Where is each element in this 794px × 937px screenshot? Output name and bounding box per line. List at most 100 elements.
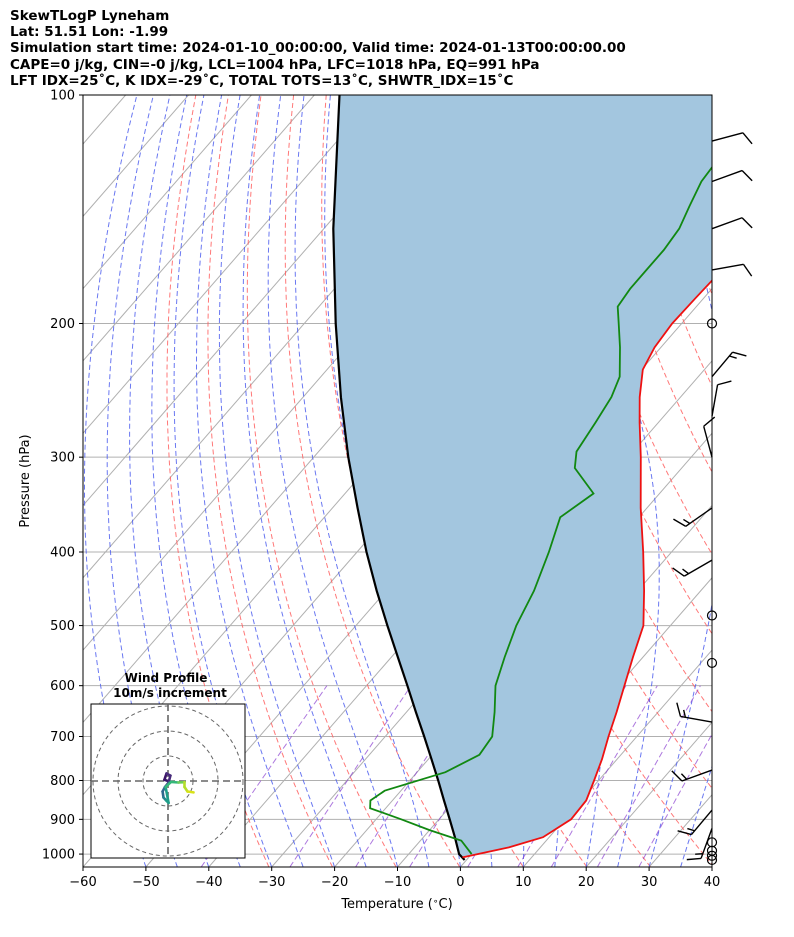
chart-header: SkewTLogP Lyneham Lat: 51.51 Lon: -1.99 … (10, 8, 626, 89)
dry-adiabat (246, 95, 397, 867)
isotherm-line (83, 95, 252, 290)
isotherm-line (585, 721, 712, 867)
wind-barb (703, 416, 716, 458)
dry-adiabat (750, 95, 794, 867)
wind-barb (711, 169, 753, 183)
barb-half-flag (682, 709, 687, 718)
isotherm-line (83, 95, 315, 362)
hodograph-segment (186, 790, 195, 794)
wind-barb (677, 809, 713, 836)
parcel-profile-line (332, 95, 466, 861)
barb-half-flag (682, 568, 690, 575)
barb-staff (700, 828, 713, 859)
calm-wind-circle (706, 318, 718, 329)
moist-adiabat (242, 95, 367, 867)
hodograph-trace (161, 772, 195, 805)
barb-flag (741, 170, 753, 182)
wind-barb (676, 702, 713, 723)
wind-profile-inset: Wind Profile 10m/s increment (90, 671, 246, 859)
barb-flag (732, 351, 747, 357)
moist-adiabat (218, 95, 336, 867)
dry-adiabat (166, 95, 270, 867)
index-line: LFT IDX=25˚C, K IDX=-29˚C, TOTAL TOTS=13… (10, 72, 514, 89)
wind-barb (711, 132, 753, 145)
y-tick-label: 600 (50, 679, 75, 694)
x-tick-label: −20 (321, 875, 348, 890)
barb-staff (711, 217, 743, 230)
wind-barb (686, 828, 713, 861)
moist-adiabat (680, 764, 712, 867)
barb-staff (711, 132, 744, 142)
x-tick-label: −50 (132, 875, 159, 890)
barb-staff (711, 351, 734, 378)
wind-barb (711, 351, 747, 378)
stability-line: CAPE=0 j/kg, CIN=-0 j/kg, LCL=1004 hPa, … (10, 56, 540, 73)
barb-staff (711, 384, 719, 417)
inset-title: Wind Profile (125, 671, 208, 685)
dewpoint-profile-line (369, 165, 712, 855)
time-line: Simulation start time: 2024-01-10_00:00:… (10, 40, 626, 57)
y-tick-label: 800 (50, 774, 75, 789)
y-tick-label: 1000 (42, 848, 75, 863)
barb-staff (703, 426, 713, 458)
barb-staff (683, 559, 713, 577)
chart-title: SkewTLogP Lyneham (10, 8, 170, 24)
sounding-profiles (332, 95, 712, 861)
mixing-ratio-line (550, 685, 658, 867)
moist-adiabat (196, 95, 304, 867)
y-tick-label: 400 (50, 546, 75, 561)
cin-shaded-area (333, 95, 712, 858)
x-tick-label: −60 (69, 875, 96, 890)
x-tick-label: 10 (515, 875, 532, 890)
x-tick-label: 30 (641, 875, 658, 890)
barb-staff (680, 715, 713, 723)
y-tick-label: 300 (50, 451, 75, 466)
dry-adiabat (207, 95, 333, 867)
mixing-ratio-line (289, 685, 412, 867)
isotherm-line (711, 866, 712, 867)
barb-half-flag (729, 355, 737, 359)
barb-flag (671, 770, 683, 782)
barb-flag (717, 380, 732, 386)
y-tick-label: 100 (50, 89, 75, 104)
wind-barb (711, 380, 732, 417)
barb-staff (685, 507, 713, 527)
moist-adiabat (648, 95, 712, 867)
calm-wind-circle (706, 850, 718, 861)
x-tick-label: −40 (195, 875, 222, 890)
isotherm-line (522, 649, 712, 867)
x-tick-label: 20 (578, 875, 595, 890)
dry-adiabat (782, 95, 794, 867)
x-axis-ticks: −60 −50 −40 −30 −20 −10 0 10 20 30 40 (69, 867, 720, 890)
barb-half-flag (695, 853, 703, 855)
barb-flag (672, 567, 685, 577)
barb-half-flag (680, 773, 688, 780)
barb-staff (711, 263, 744, 271)
inset-subtitle: 10m/s increment (113, 686, 227, 700)
isotherm-line (83, 95, 441, 507)
temperature-profile-line (462, 279, 712, 859)
wind-barb (671, 769, 713, 782)
barb-flag (673, 518, 687, 527)
barb-half-flag (687, 827, 695, 832)
moist-adiabat (173, 95, 273, 867)
cape-shading (333, 95, 712, 858)
hodograph-segment (164, 785, 170, 805)
barb-staff (711, 169, 743, 183)
x-tick-label: −10 (384, 875, 411, 890)
calm-wind-circle (706, 657, 718, 669)
wind-barb (711, 217, 753, 230)
calm-wind-circle (706, 610, 718, 621)
y-tick-label: 200 (50, 317, 75, 332)
isotherm-line (83, 95, 378, 434)
wind-barbs (671, 132, 753, 866)
barb-flag (742, 263, 753, 277)
y-axis-ticks: 100 200 300 400 500 600 700 800 900 1000 (42, 89, 83, 863)
isotherm-line (775, 95, 794, 867)
barb-half-flag (683, 518, 691, 525)
wind-barb (711, 263, 753, 277)
mixing-ratio-line (638, 733, 712, 867)
barb-flag (677, 830, 692, 836)
barb-staff (681, 769, 713, 782)
barb-flag (741, 217, 753, 229)
